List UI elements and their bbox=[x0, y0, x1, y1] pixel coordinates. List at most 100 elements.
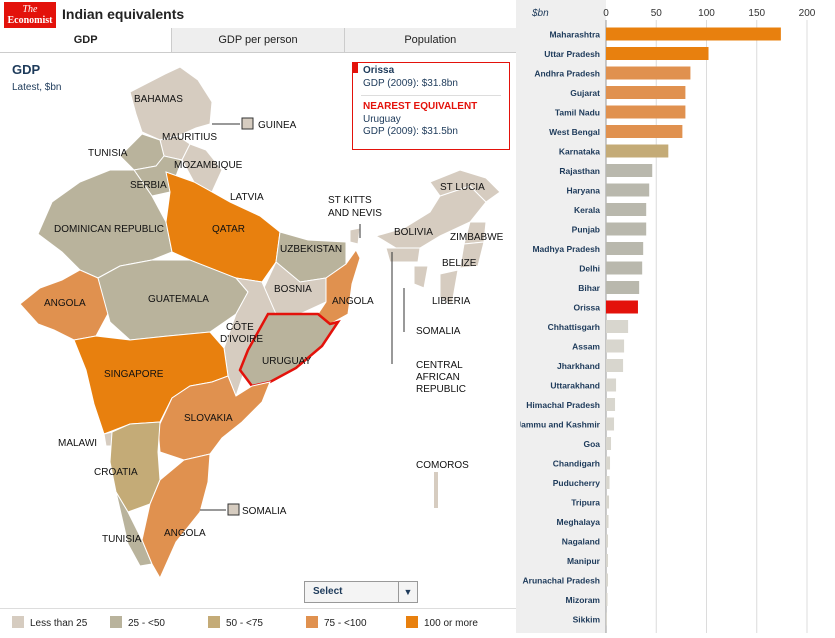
map-label-zimbabwe: ZIMBABWE bbox=[450, 232, 504, 243]
map-label-qatar: QATAR bbox=[212, 224, 245, 235]
panel-divider bbox=[516, 0, 520, 633]
map-label-bolivia: BOLIVIA bbox=[394, 227, 433, 238]
category-label: Chhattisgarh bbox=[548, 322, 600, 332]
state-tamil-nadu[interactable] bbox=[141, 453, 211, 580]
state-arunachal[interactable] bbox=[429, 169, 501, 203]
category-label: Jharkhand bbox=[557, 361, 600, 371]
bar[interactable] bbox=[606, 573, 609, 587]
state-tripura[interactable] bbox=[413, 265, 429, 289]
india-map: BAHAMAS GUINEA MAURITIUS TUNISIA MOZAMBI… bbox=[19, 66, 504, 580]
bar[interactable] bbox=[606, 320, 629, 333]
bar[interactable] bbox=[606, 144, 669, 158]
x-tick-label: 100 bbox=[698, 8, 715, 19]
bar[interactable] bbox=[606, 66, 691, 80]
bar[interactable] bbox=[606, 86, 686, 99]
state-select[interactable]: Select ▼ bbox=[304, 581, 418, 603]
map-label-african: AFRICAN bbox=[416, 372, 460, 383]
map-label-singapore: SINGAPORE bbox=[104, 369, 164, 380]
category-label: Puducherry bbox=[553, 478, 601, 488]
map-label-guatemala: GUATEMALA bbox=[148, 294, 209, 305]
bar[interactable] bbox=[606, 554, 609, 567]
map-label-central: CENTRAL bbox=[416, 360, 463, 371]
map-label-latvia: LATVIA bbox=[230, 192, 264, 203]
legend-swatch bbox=[406, 616, 418, 628]
state-mizoram[interactable] bbox=[439, 269, 459, 305]
info-nearest-label: NEAREST EQUIVALENT bbox=[363, 101, 478, 112]
chevron-down-icon[interactable]: ▼ bbox=[398, 582, 417, 602]
category-label: Haryana bbox=[566, 186, 600, 196]
x-tick-label: 150 bbox=[748, 8, 765, 19]
info-state: Orissa bbox=[363, 65, 395, 76]
bar[interactable] bbox=[606, 593, 608, 606]
bar[interactable] bbox=[606, 378, 617, 392]
map-label-liberia: LIBERIA bbox=[432, 296, 471, 307]
bar[interactable] bbox=[606, 261, 643, 275]
island-comoros bbox=[434, 472, 438, 508]
map-label-guinea: GUINEA bbox=[258, 120, 297, 131]
bar[interactable] bbox=[606, 183, 650, 197]
bar[interactable] bbox=[606, 456, 611, 470]
bar[interactable] bbox=[606, 222, 647, 236]
category-label: Delhi bbox=[579, 264, 600, 274]
state-west-bengal[interactable] bbox=[317, 249, 361, 325]
map-label-croatia: CROATIA bbox=[94, 467, 138, 478]
bar[interactable] bbox=[606, 495, 610, 509]
category-label: Himachal Pradesh bbox=[526, 400, 600, 410]
bar[interactable] bbox=[606, 398, 616, 411]
category-label: Goa bbox=[583, 439, 600, 449]
unit-label: $bn bbox=[531, 8, 549, 19]
bar[interactable] bbox=[606, 534, 609, 548]
bar[interactable] bbox=[606, 515, 609, 528]
legend-swatch bbox=[110, 616, 122, 628]
state-andhra-pradesh[interactable] bbox=[157, 375, 271, 461]
bar[interactable] bbox=[606, 476, 610, 489]
legend-item: 100 or more bbox=[406, 616, 478, 629]
state-jammu-kashmir[interactable] bbox=[129, 66, 213, 141]
bar[interactable] bbox=[606, 437, 612, 450]
map-label-slovakia: SLOVAKIA bbox=[184, 413, 233, 424]
state-orissa[interactable] bbox=[238, 312, 341, 388]
map-label-angola-east: ANGOLA bbox=[332, 296, 374, 307]
state-manipur[interactable] bbox=[459, 241, 485, 269]
select-value: Select bbox=[313, 586, 343, 597]
map-label-and-nevis: AND NEVIS bbox=[328, 208, 382, 219]
category-label: Chandigarh bbox=[553, 459, 600, 469]
tab-gdp-per-person[interactable]: GDP per person bbox=[171, 28, 344, 52]
legend: Less than 25 25 - <50 50 - <75 75 - <100… bbox=[0, 608, 516, 634]
bar[interactable] bbox=[606, 281, 640, 294]
tab-gdp[interactable]: GDP bbox=[0, 28, 172, 52]
bar[interactable] bbox=[606, 125, 683, 138]
category-label: Andhra Pradesh bbox=[534, 69, 600, 79]
category-label: Kerala bbox=[574, 205, 600, 215]
legend-swatch bbox=[12, 616, 24, 628]
bar[interactable] bbox=[606, 203, 647, 216]
bar[interactable] bbox=[606, 417, 615, 431]
map-label-malawi: MALAWI bbox=[58, 438, 97, 449]
map-label-divoire: D'IVOIRE bbox=[220, 334, 263, 345]
map-label-st-lucia: ST LUCIA bbox=[440, 182, 485, 193]
bar[interactable] bbox=[606, 47, 709, 60]
tab-population[interactable]: Population bbox=[343, 28, 516, 52]
legend-item: 75 - <100 bbox=[306, 616, 367, 629]
category-label: Mizoram bbox=[566, 595, 601, 605]
bar[interactable] bbox=[606, 612, 608, 626]
state-rajasthan[interactable] bbox=[37, 169, 173, 279]
bar[interactable] bbox=[606, 164, 653, 177]
map-label-republic: REPUBLIC bbox=[416, 384, 466, 395]
map-label-dominican-republic: DOMINICAN REPUBLIC bbox=[54, 224, 164, 235]
state-sikkim[interactable] bbox=[349, 227, 361, 245]
x-tick-label: 200 bbox=[799, 8, 816, 19]
state-chhattisgarh[interactable] bbox=[223, 277, 277, 398]
map-label-angola-south: ANGOLA bbox=[164, 528, 206, 539]
bar[interactable] bbox=[606, 339, 625, 353]
bar[interactable] bbox=[606, 27, 781, 41]
info-country-value: GDP (2009): $31.5bn bbox=[363, 126, 458, 137]
category-label: Meghalaya bbox=[557, 517, 601, 527]
map-label-bosnia: BOSNIA bbox=[274, 284, 312, 295]
state-meghalaya[interactable] bbox=[385, 247, 421, 263]
bar[interactable] bbox=[606, 300, 638, 314]
bar[interactable] bbox=[606, 105, 686, 119]
bar[interactable] bbox=[606, 359, 624, 372]
map-label-cote: CÔTE bbox=[226, 320, 254, 333]
bar[interactable] bbox=[606, 242, 644, 255]
